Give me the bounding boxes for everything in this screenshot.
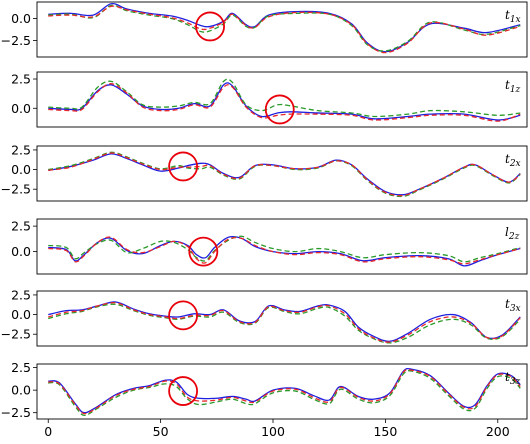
panel-t2x-series-2-line xyxy=(48,151,521,198)
panel-t3z-frame xyxy=(36,363,528,420)
panel-t2x-highlight-circle xyxy=(168,151,199,182)
panel-t1z-frame xyxy=(36,71,528,128)
panel-t3z-y-tick-label: 0.0 xyxy=(11,383,31,398)
panel-t3x-series-1-line xyxy=(48,301,521,342)
panel-l2z-series-2-line xyxy=(48,235,521,263)
panel-t2x-frame xyxy=(36,145,528,202)
panel-t3x-series-2-line xyxy=(48,303,521,344)
panel-l2z-frame xyxy=(36,218,528,275)
panel-t2x-y-tick-label: 2.5 xyxy=(11,142,31,157)
panel-t2x-label: t2x xyxy=(505,152,521,169)
panel-t1x-y-tick-label: −2.5 xyxy=(1,33,31,48)
panel-t3z-series-1-line xyxy=(48,367,521,414)
panel-t1z-y-tick-label: 0.0 xyxy=(11,101,31,116)
panel-t2x-series-1-line xyxy=(48,153,521,196)
panel-t3x-y-tick-label: −2.5 xyxy=(1,327,31,342)
panel-t3z-label: t3z xyxy=(505,370,521,387)
panel-t3x-y-tick-label: 0.0 xyxy=(11,307,31,322)
panel-t1x-highlight-circle xyxy=(195,11,225,42)
panel-t1x-series-1-line xyxy=(48,2,521,53)
panel-l2z-y-tick-label: 2.5 xyxy=(11,219,31,234)
panel-t3z-y-tick-label: −2.5 xyxy=(1,405,31,420)
x-tick-label: 0 xyxy=(44,424,52,439)
x-tick-label: 200 xyxy=(486,424,510,439)
panel-t1z-series-1-line xyxy=(48,82,521,121)
panel-t3x-frame xyxy=(36,290,528,347)
panel-t1x-series-3-line xyxy=(48,5,521,54)
panel-t1z-label: t1z xyxy=(505,78,521,95)
panel-t3x-label: t3x xyxy=(505,297,521,314)
panel-t1x-label: t1x xyxy=(505,8,521,25)
panel-t1z-highlight-circle xyxy=(264,94,295,125)
panel-t2x-series-3-line xyxy=(48,152,521,197)
panel-t1x-series-2-line xyxy=(48,4,521,52)
panel-t3z-highlight-circle xyxy=(168,376,199,406)
panel-t1x-frame xyxy=(36,1,528,58)
panel-t2x-y-tick-label: 0.0 xyxy=(11,162,31,177)
panel-t1z-y-tick-label: 2.5 xyxy=(11,72,31,87)
panel-l2z-y-tick-label: 0.0 xyxy=(11,244,31,259)
panel-t3x-series-3-line xyxy=(48,302,521,343)
panel-t3x-highlight-circle xyxy=(168,300,199,331)
panel-l2z-series-1-line xyxy=(48,235,521,267)
x-tick-label: 50 xyxy=(153,424,169,439)
panel-t1x-y-tick-label: 0.0 xyxy=(11,11,31,26)
panel-t3z-series-3-line xyxy=(48,368,521,415)
panel-t3z-y-tick-label: 2.5 xyxy=(11,360,31,375)
x-tick-label: 100 xyxy=(261,424,285,439)
panel-t1z-series-3-line xyxy=(48,83,521,122)
panel-l2z-highlight-circle xyxy=(188,236,219,267)
panel-t3z-series-2-line xyxy=(48,370,521,417)
panel-t3x-y-tick-label: 2.5 xyxy=(11,287,31,302)
panel-t2x-y-tick-label: −2.5 xyxy=(1,182,31,197)
panel-t1z-series-2-line xyxy=(48,78,521,118)
panel-l2z-label: l2z xyxy=(505,225,520,242)
panel-l2z-series-3-line xyxy=(48,236,521,265)
x-tick-label: 150 xyxy=(373,424,397,439)
